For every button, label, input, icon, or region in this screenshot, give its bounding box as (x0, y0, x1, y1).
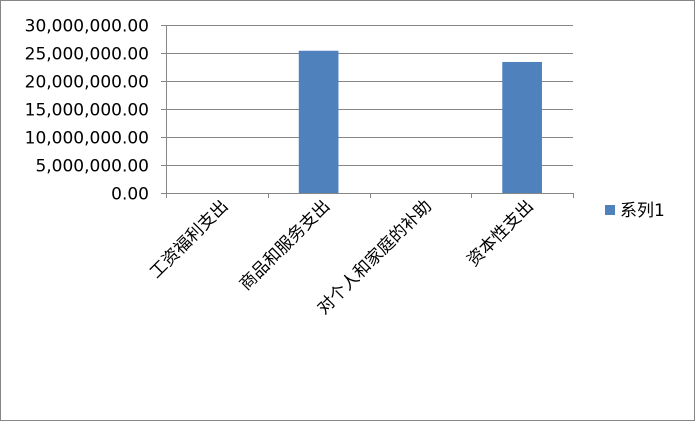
x-category-label: 工资福利支出 (146, 196, 232, 282)
bar (298, 50, 339, 194)
y-tick-label: 15,000,000.00 (25, 101, 149, 121)
y-axis-tick-labels: 0.00 5,000,000.00 10,000,000.00 15,000,000.… (25, 17, 149, 205)
bar (502, 61, 542, 194)
axes (166, 25, 574, 198)
legend: 系列1 (605, 201, 665, 221)
y-tick-label: 30,000,000.00 (25, 17, 149, 37)
bars (298, 50, 542, 194)
x-category-label: 资本性支出 (463, 196, 537, 270)
legend-label-series1: 系列1 (620, 201, 665, 221)
legend-swatch (605, 205, 615, 215)
y-tick-label: 20,000,000.00 (25, 73, 149, 93)
x-category-label: 对个人和家庭的补助 (314, 196, 436, 318)
y-tick-label: 10,000,000.00 (25, 129, 149, 149)
x-category-label: 商品和服务支出 (236, 196, 334, 294)
y-tick-label: 25,000,000.00 (25, 45, 149, 65)
y-tick-label: 5,000,000.00 (35, 157, 149, 177)
y-tick-label: 0.00 (111, 185, 149, 205)
